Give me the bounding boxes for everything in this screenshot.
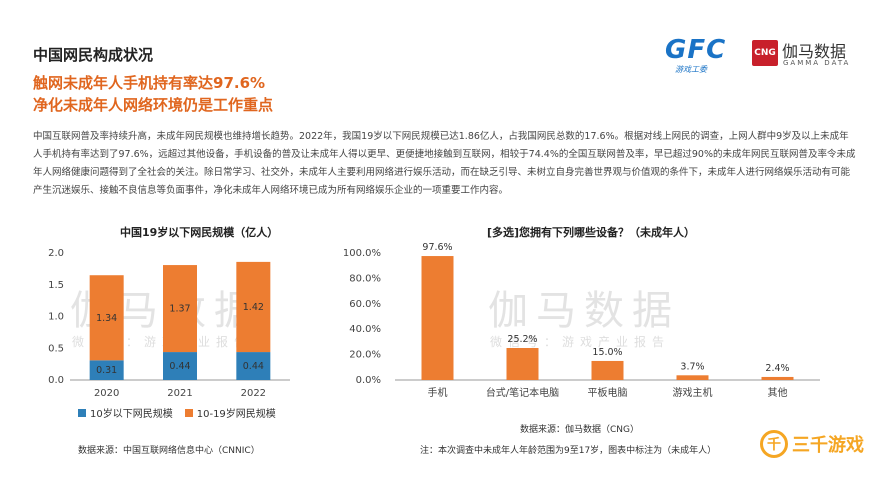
right-bar bbox=[421, 256, 454, 380]
right-chart-note: 注：本次调查中未成年人年龄范围为9至17岁，图表中标注为（未成年人） bbox=[420, 446, 717, 456]
headline-primary: 触网未成年人手机持有率达97.6% bbox=[33, 74, 266, 92]
left-chart-title: 中国19岁以下网民规模（亿人） bbox=[120, 226, 279, 239]
legend-item-10-19: 10-19岁网民规模 bbox=[184, 405, 276, 420]
sanqian-logo-mark: 千 bbox=[760, 430, 788, 458]
legend-label-10-19: 10-19岁网民规模 bbox=[196, 409, 276, 420]
body-paragraph: 中国互联网普及率持续升高，未成年网民规模也维持增长趋势。2022年，我国19岁以… bbox=[33, 131, 856, 196]
legend-swatch-under-10 bbox=[78, 408, 86, 417]
right-x-tick-label: 平板电脑 bbox=[588, 386, 628, 399]
left-x-tick-label: 2022 bbox=[241, 388, 266, 399]
gfc-logo: GFC 游戏工委 bbox=[665, 36, 745, 76]
left-bar-segment bbox=[163, 265, 197, 353]
left-bar-value-label: 0.44 bbox=[243, 361, 264, 372]
gfc-logo-letters: GFC bbox=[665, 35, 727, 65]
cng-logo-name: 伽马数据 bbox=[782, 42, 847, 61]
headline-secondary: 净化未成年人网络环境仍是工作重点 bbox=[33, 96, 274, 114]
left-bar-value-label: 1.37 bbox=[169, 304, 190, 315]
left-bar-value-label: 1.34 bbox=[96, 313, 117, 324]
right-bar bbox=[506, 347, 539, 380]
cng-logo-subtitle: GAMMA DATA bbox=[783, 59, 851, 67]
gfc-logo-subtitle: 游戏工委 bbox=[675, 65, 707, 74]
left-y-tick-label: 1.5 bbox=[48, 280, 64, 291]
left-bar-value-label: 0.31 bbox=[96, 365, 117, 376]
legend-item-under-10: 10岁以下网民规模 bbox=[78, 405, 173, 420]
right-bar bbox=[761, 376, 794, 380]
left-bar-value-label: 1.42 bbox=[243, 302, 264, 313]
left-bar-segment bbox=[89, 275, 124, 361]
left-bar-segment bbox=[236, 261, 271, 353]
right-chart-title: [多选]您拥有下列哪些设备？（未成年人） bbox=[487, 226, 696, 239]
left-y-tick-label: 1.0 bbox=[48, 312, 64, 323]
left-y-tick-label: 0.5 bbox=[48, 343, 64, 354]
legend-swatch-10-19 bbox=[184, 408, 193, 417]
right-bar-value-label: 97.6% bbox=[422, 242, 452, 253]
right-x-tick-label: 游戏主机 bbox=[673, 386, 713, 399]
left-chart-legend: 10岁以下网民规模 10-19岁网民规模 bbox=[78, 405, 276, 420]
right-x-tick-label: 台式/笔记本电脑 bbox=[486, 386, 559, 399]
sanqian-logo-text: 三千游戏 bbox=[792, 435, 864, 456]
right-y-tick-label: 40.0% bbox=[349, 324, 381, 335]
left-x-tick-label: 2021 bbox=[167, 388, 192, 399]
left-y-tick-label: 2.0 bbox=[48, 248, 64, 259]
left-y-tick-label: 0.0 bbox=[48, 375, 64, 386]
watermark-right: 伽马数据 bbox=[488, 288, 680, 334]
right-bar-value-label: 25.2% bbox=[507, 334, 537, 345]
right-y-tick-label: 0.0% bbox=[356, 375, 381, 386]
left-bar-segment bbox=[236, 352, 271, 380]
sanqian-logo: 千 三千游戏 bbox=[760, 430, 864, 458]
cng-logo: CNG 伽马数据 GAMMA DATA bbox=[752, 40, 862, 74]
left-bar-segment bbox=[163, 352, 197, 380]
section-title: 中国网民构成状况 bbox=[33, 46, 154, 64]
right-x-tick-label: 其他 bbox=[768, 386, 788, 399]
left-bar-value-label: 0.44 bbox=[169, 361, 190, 372]
left-chart-source: 数据来源：中国互联网络信息中心（CNNIC） bbox=[78, 446, 260, 456]
cng-logo-mark: CNG bbox=[752, 40, 778, 66]
right-bar-value-label: 3.7% bbox=[680, 361, 704, 372]
right-bar-value-label: 2.4% bbox=[765, 363, 789, 374]
legend-label-under-10: 10岁以下网民规模 bbox=[90, 409, 173, 420]
right-y-tick-label: 20.0% bbox=[349, 350, 381, 361]
right-x-tick-label: 手机 bbox=[428, 386, 448, 399]
right-bar-value-label: 15.0% bbox=[592, 347, 622, 358]
left-bar-segment bbox=[89, 360, 124, 380]
right-bar bbox=[676, 375, 709, 380]
right-chart-source: 数据来源：伽马数据（CNG） bbox=[520, 425, 639, 435]
watermark-right-sub: 微信号：游戏产业报告 bbox=[490, 335, 671, 349]
right-y-tick-label: 80.0% bbox=[349, 273, 381, 284]
right-y-tick-label: 100.0% bbox=[343, 248, 381, 259]
left-x-tick-label: 2020 bbox=[94, 388, 119, 399]
right-bar bbox=[591, 360, 624, 380]
right-y-tick-label: 60.0% bbox=[349, 299, 381, 310]
